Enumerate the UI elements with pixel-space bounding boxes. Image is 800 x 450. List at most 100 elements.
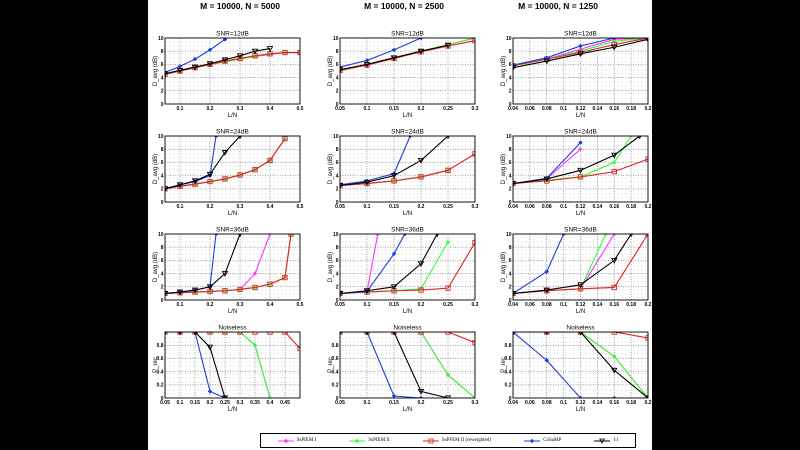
- x-axis-label: L/N: [228, 113, 237, 119]
- square-marker: [267, 157, 273, 164]
- y-tick-label: 0: [161, 396, 164, 402]
- x-axis-label: L/N: [403, 211, 412, 217]
- series-line-cosamp: [340, 332, 422, 398]
- subplot: SNR=12dB 0.1 0.2 0.3 0.4 0.5 0 2 4 6 8 10 L/N D_avg (…: [153, 31, 304, 120]
- x-tick-label: 0.3: [237, 302, 244, 308]
- legend-label: SsPfEM I: [296, 438, 317, 443]
- y-tick-label: 0.4: [505, 369, 512, 375]
- series-line-cosamp: [340, 38, 422, 68]
- subplot: Noiseless 0.05 0.1 0.15 0.2 0.25 0.3 0 0.2 0.4 0.6…: [328, 325, 479, 414]
- x-tick-label: 0.16: [609, 400, 619, 406]
- triangle-down-marker: [645, 38, 648, 43]
- triangle-down-marker: [577, 167, 584, 174]
- x-tick-label: 0.3: [472, 204, 479, 210]
- y-tick-label: 6: [161, 258, 164, 264]
- x-tick-label: 0.12: [576, 106, 586, 112]
- marker-stroke: [298, 51, 300, 55]
- x-tick-label: 0.08: [542, 400, 552, 406]
- y-tick-label: 4: [161, 173, 164, 179]
- plot-frame: [339, 37, 476, 105]
- diamond-marker: [418, 395, 424, 398]
- marker-stroke: [289, 234, 292, 236]
- legend-swatch-star-icon: [349, 438, 366, 443]
- marker-stroke: [269, 234, 272, 236]
- marker-stroke: [223, 332, 226, 334]
- diamond-marker: [544, 269, 550, 274]
- x-tick-label: 0.04: [508, 106, 518, 112]
- series-line-sspfem2: [165, 332, 271, 398]
- y-tick-label: 0: [336, 298, 339, 304]
- series-line-sspfem2w: [165, 51, 300, 75]
- triangle-down-marker: [543, 287, 551, 294]
- square-marker: [222, 288, 228, 294]
- x-tick-label: 0.08: [542, 302, 552, 308]
- y-tick-label: 0.6: [505, 356, 512, 362]
- column-title: M = 10000, N = 1250: [518, 1, 598, 11]
- y-tick-label: 0.8: [332, 343, 339, 349]
- marker-stroke: [268, 396, 271, 398]
- square-marker: [237, 172, 243, 178]
- series-line-sspfem2w: [340, 332, 475, 344]
- series-line-l1: [340, 234, 438, 294]
- marker-stroke: [268, 234, 271, 236]
- x-tick-label: 0.2: [645, 106, 652, 112]
- star-marker: [473, 396, 475, 398]
- marker-stroke: [290, 234, 293, 236]
- x-tick-label: 0.2: [645, 400, 652, 406]
- plot-background-dots: [165, 332, 300, 398]
- series-group: [340, 234, 475, 297]
- x-tick-label: 0.08: [542, 106, 552, 112]
- x-tick-label: 0.12: [576, 302, 586, 308]
- marker-stroke: [208, 332, 211, 334]
- legend-item-sspfem2-reweighted: SsPFEM II (reweighted): [422, 438, 491, 444]
- x-tick-label: 0.2: [418, 204, 425, 210]
- x-tick-label: 0.25: [443, 302, 453, 308]
- y-axis-label: D_avg (dB): [153, 56, 159, 86]
- triangle-down-marker: [206, 61, 214, 68]
- legend-label: SsPfEM II: [368, 438, 390, 443]
- triangle-down-marker: [340, 290, 344, 297]
- y-tick-label: 0.8: [157, 343, 164, 349]
- subplot-title: SNR=24dB: [391, 129, 424, 136]
- subplot: Noiseless 0.04 0.06 0.08 0.1 0.12 0.14 0.16 0.18…: [501, 325, 652, 414]
- star-marker: [604, 234, 608, 236]
- subplot-title: Noiseless: [566, 325, 595, 332]
- y-tick-label: 6: [336, 160, 339, 166]
- x-tick-label: 0.05: [335, 106, 345, 112]
- x-tick-label: 0.3: [237, 204, 244, 210]
- square-marker: [577, 174, 584, 180]
- x-tick-label: 0.1: [560, 400, 567, 406]
- plot-background-dots: [340, 234, 475, 300]
- triangle-down-marker: [417, 48, 425, 55]
- plot-frame: [339, 135, 476, 203]
- triangle-down-marker: [610, 257, 618, 264]
- y-tick-label: 6: [161, 160, 164, 166]
- subplot-title: Noiseless: [218, 325, 247, 332]
- triangle-down-marker: [176, 289, 184, 296]
- x-tick-label: 0.3: [237, 106, 244, 112]
- square-marker: [207, 332, 213, 335]
- square-marker: [222, 58, 228, 64]
- x-tick-label: 0.5: [297, 204, 304, 210]
- y-tick-label: 0: [161, 298, 164, 304]
- square-marker: [252, 332, 258, 335]
- triangle-down-marker: [206, 171, 214, 178]
- square-marker: [282, 274, 288, 281]
- series-line-l1: [513, 332, 648, 398]
- series-line-sspfem2w: [513, 332, 648, 339]
- y-tick-label: 8: [161, 49, 164, 55]
- x-tick-label: 0.18: [626, 400, 636, 406]
- plot-background-dots: [165, 136, 300, 202]
- y-tick-label: 2: [336, 187, 339, 193]
- square-marker: [445, 285, 451, 291]
- marker-stroke: [377, 234, 380, 236]
- subplot: SNR=12dB 0.05 0.1 0.15 0.2 0.25 0.3 0 2 4 6 8 10 L/N D…: [328, 31, 479, 120]
- legend: SsPfEM I SsPfEM II SsPFEM II (reweighted…: [260, 433, 636, 448]
- series-line-sspfem2: [513, 332, 648, 398]
- marker-stroke: [298, 50, 300, 54]
- square-marker: [297, 345, 300, 352]
- y-axis-label: D_avg (dB): [328, 56, 334, 86]
- triangle-down-marker: [390, 173, 398, 179]
- triangle-down-marker: [165, 71, 169, 77]
- triangle-down-marker: [577, 282, 584, 289]
